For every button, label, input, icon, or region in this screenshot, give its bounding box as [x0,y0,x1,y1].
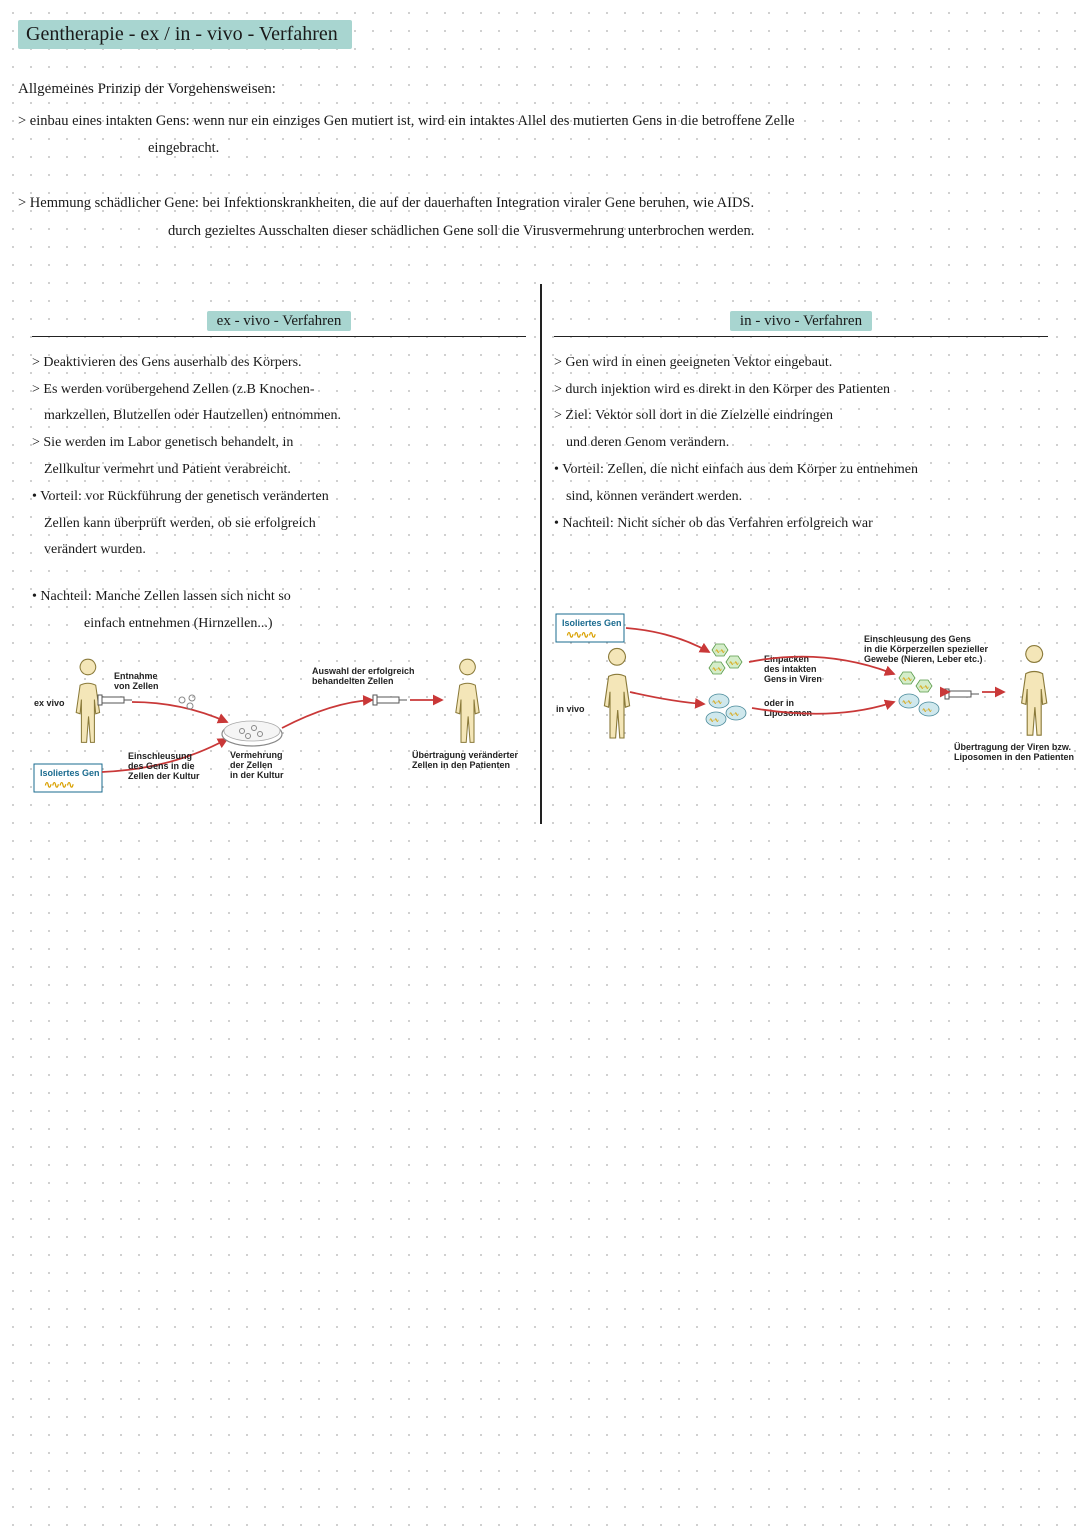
arrow-icon [626,628,709,652]
intro-heading: Allgemeines Prinzip der Vorgehensweisen: [18,81,1062,98]
dna-icon: ∿∿∿∿ [44,780,74,791]
comparison-table: ex - vivo - Verfahren > Deaktivieren des… [18,312,1062,806]
diagram-label: Zellen der Kultur [128,771,200,781]
arrow-icon [630,692,704,704]
ex-vivo-column: ex - vivo - Verfahren > Deaktivieren des… [18,312,540,806]
patient-left-icon [604,649,629,739]
diagram-label: des Gens in die [128,761,195,771]
syringe-icon [98,695,132,705]
syringe-icon [373,695,407,705]
ex-vivo-label: ex vivo [34,698,65,708]
diagram-label: behandelten Zellen [312,676,394,686]
ex-vivo-point: > Es werden vorübergehend Zellen (z.B Kn… [32,378,526,402]
in-vivo-header: in - vivo - Verfahren [554,312,1048,337]
patient-left-icon [76,659,99,742]
ex-vivo-header-label: ex - vivo - Verfahren [207,311,352,331]
virus-icon [709,662,725,674]
principle-1-line-2: eingebracht. [18,137,1062,160]
diagram-label: Einschleusung [128,751,192,761]
liposome-icon [706,712,726,726]
liposome-icon [726,706,746,720]
liposome-icon [919,702,939,716]
diagram-label: Übertragung der Viren bzw. [954,742,1071,752]
diagram-label: Vermehrung [230,750,283,760]
principle-2-line-1: > Hemmung schädlicher Gene: bei Infektio… [18,192,1062,215]
diagram-label: Gewebe (Nieren, Leber etc.) [864,654,983,664]
virus-icon [899,672,915,684]
ex-vivo-point: Zellkultur vermehrt und Patient verabrei… [32,458,526,482]
in-vivo-diagram: ∿∿ ∿∿ Isoliertes Gen ∿∿∿∿ in vivo [554,612,1048,784]
ex-vivo-diagram: ex vivo Entnahme von Zellen Isoliertes G… [32,654,526,806]
diagram-label: Entnahme [114,671,158,681]
patient-right-icon [456,659,479,742]
arrow-icon [132,702,227,722]
arrow-icon [282,700,372,728]
diagram-label: Auswahl der erfolgreich [312,666,415,676]
virus-icon [916,680,932,692]
page-title: Gentherapie - ex / in - vivo - Verfahren [18,20,352,49]
in-vivo-disadvantage: • Nachteil: Nicht sicher ob das Verfahre… [554,512,1048,536]
diagram-label: in die Körperzellen spezieller [864,644,989,654]
diagram-label: des intakten [764,664,817,674]
ex-vivo-disadvantage: einfach entnehmen (Hirnzellen...) [32,612,526,636]
diagram-label: Zellen in den Patienten [412,760,510,770]
column-divider [540,284,542,824]
syringe-icon [945,689,979,699]
diagram-label: Gens in Viren [764,674,822,684]
liposome-icon [709,694,729,708]
diagram-label: von Zellen [114,681,159,691]
ex-vivo-point: markzellen, Blutzellen oder Hautzellen) … [32,404,526,428]
in-vivo-advantage: sind, können verändert werden. [554,485,1048,509]
in-vivo-point: > durch injektion wird es direkt in den … [554,378,1048,402]
diagram-label: Isoliertes Gen [562,618,622,628]
ex-vivo-point: > Deaktivieren des Gens auserhalb des Kö… [32,351,526,375]
ex-vivo-advantage: Zellen kann überprüft werden, ob sie erf… [32,512,526,536]
principle-2-line-2: durch gezieltes Ausschalten dieser schäd… [18,220,1062,243]
diagram-label: der Zellen [230,760,273,770]
patient-right-icon [1022,646,1047,736]
in-vivo-point: und deren Genom verändern. [554,431,1048,455]
principle-1-line-1: > einbau eines intakten Gens: wenn nur e… [18,110,1062,133]
in-vivo-point: > Ziel: Vektor soll dort in die Zielzell… [554,404,1048,428]
diagram-label: Liposomen in den Patienten [954,752,1074,762]
diagram-label: in der Kultur [230,770,284,780]
ex-vivo-header: ex - vivo - Verfahren [32,312,526,337]
virus-icon [726,656,742,668]
dna-icon: ∿∿∿∿ [566,630,596,641]
in-vivo-label: in vivo [556,704,585,714]
virus-icon [712,644,728,656]
ex-vivo-point: > Sie werden im Labor genetisch behandel… [32,431,526,455]
liposome-icon [899,694,919,708]
in-vivo-column: in - vivo - Verfahren > Gen wird in eine… [540,312,1062,806]
ex-vivo-advantage: verändert wurden. [32,538,526,562]
in-vivo-header-label: in - vivo - Verfahren [730,311,872,331]
diagram-label: Übertragung veränderter [412,750,519,760]
ex-vivo-advantage: • Vorteil: vor Rückführung der genetisch… [32,485,526,509]
in-vivo-point: > Gen wird in einen geeigneten Vektor ei… [554,351,1048,375]
in-vivo-advantage: • Vorteil: Zellen, die nicht einfach aus… [554,458,1048,482]
diagram-label: Isoliertes Gen [40,768,100,778]
ex-vivo-disadvantage: • Nachteil: Manche Zellen lassen sich ni… [32,585,526,609]
diagram-label: oder in [764,698,794,708]
diagram-label: Einschleusung des Gens [864,634,971,644]
